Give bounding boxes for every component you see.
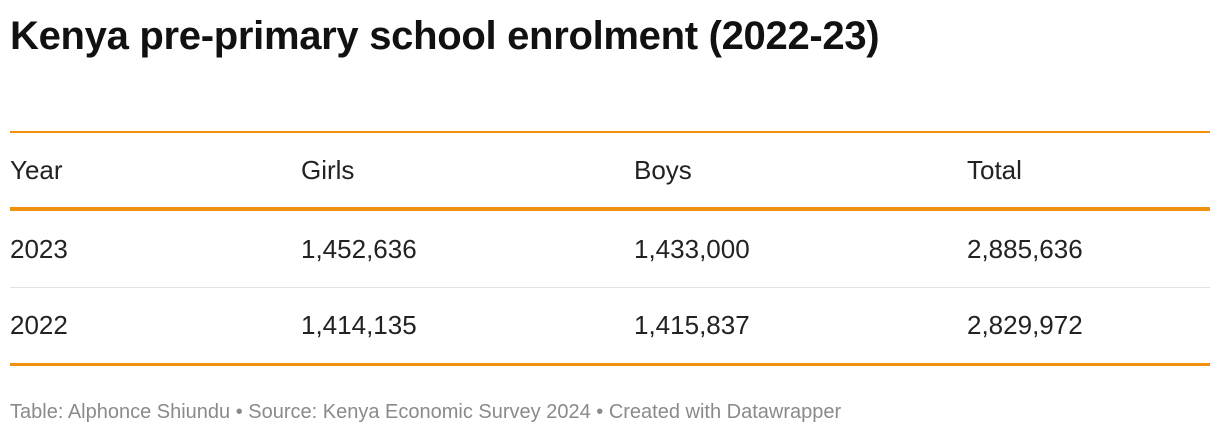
- table-header-rule: [10, 207, 1210, 211]
- cell-boys: 1,415,837: [634, 310, 750, 340]
- cell-total: 2,885,636: [967, 233, 1083, 264]
- table-header-row: Year Girls Boys Total: [10, 133, 1210, 207]
- table-top-rule: [10, 131, 1210, 133]
- column-header-year: Year: [10, 154, 63, 185]
- chart-title: Kenya pre-primary school enrolment (2022…: [10, 14, 880, 58]
- column-header-girls: Girls: [301, 154, 355, 185]
- source-footer: Table: Alphonce Shiundu • Source: Kenya …: [10, 401, 842, 423]
- table-row: 2022 1,414,135 1,415,837 2,829,972: [10, 287, 1210, 363]
- cell-year: 2022: [10, 310, 68, 340]
- column-header-boys: Boys: [634, 154, 692, 185]
- cell-total: 2,829,972: [967, 310, 1083, 340]
- cell-girls: 1,414,135: [301, 310, 417, 340]
- cell-girls: 1,452,636: [301, 233, 417, 264]
- table-row: 2023 1,452,636 1,433,000 2,885,636: [10, 211, 1210, 287]
- data-table: Year Girls Boys Total 2023 1,452,636 1,4…: [10, 131, 1210, 366]
- column-header-total: Total: [967, 154, 1022, 185]
- table-bottom-rule: [10, 363, 1210, 366]
- cell-year: 2023: [10, 233, 68, 264]
- cell-boys: 1,433,000: [634, 233, 750, 264]
